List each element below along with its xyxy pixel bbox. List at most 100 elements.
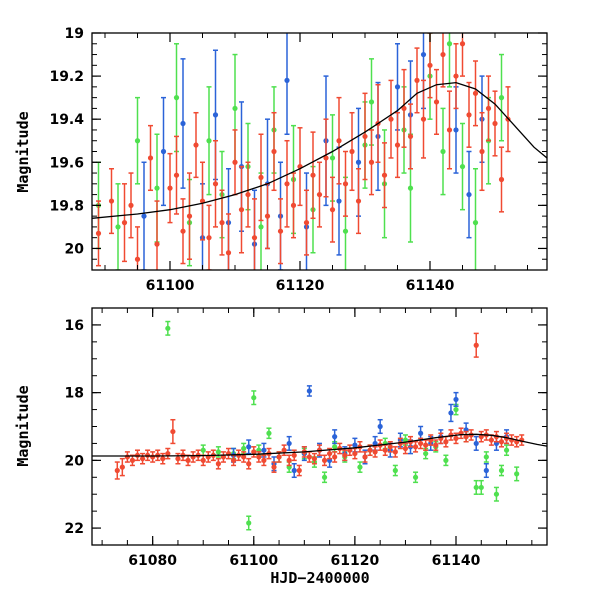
top-blue-point: [141, 213, 147, 219]
top-red-point: [128, 202, 134, 208]
bottom-red-point: [124, 454, 130, 460]
top-red-point: [180, 228, 186, 234]
bottom-green-point: [473, 484, 479, 491]
bottom-y-tick-label: 16: [65, 318, 84, 334]
bottom-green-point: [423, 450, 429, 457]
top-green-point: [446, 41, 453, 47]
bottom-blue-point: [473, 440, 479, 447]
top-red-point: [362, 133, 368, 140]
bottom-red-point: [286, 457, 292, 463]
bottom-red-point: [291, 452, 297, 458]
bottom-red-point: [155, 452, 161, 458]
bottom-x-axis-label: HJD−2400000: [270, 569, 369, 587]
top-y-tick-label: 20: [65, 241, 85, 257]
top-red-point: [492, 120, 498, 127]
top-red-point: [290, 202, 297, 208]
top-red-point: [472, 90, 479, 96]
bottom-red-point: [443, 439, 449, 445]
top-blue-point: [284, 77, 290, 83]
top-y-axis-label: Magnitude: [14, 111, 32, 192]
bottom-red-point: [281, 447, 287, 453]
top-green-point: [206, 138, 212, 144]
bottom-red-point: [119, 464, 125, 470]
top-red-point: [381, 172, 388, 178]
top-red-point: [264, 213, 271, 219]
top-red-point: [427, 62, 433, 68]
top-blue-point: [466, 191, 472, 198]
top-green-point: [173, 95, 180, 101]
top-y-tick-label: 19.4: [49, 112, 84, 128]
top-red-point: [466, 112, 472, 118]
bottom-green-point: [251, 395, 257, 401]
top-red-point: [108, 198, 115, 204]
top-red-point: [154, 241, 160, 247]
bottom-y-axis-label: Magnitude: [14, 385, 32, 466]
top-y-tick-label: 19.2: [49, 69, 84, 85]
bottom-green-point: [392, 467, 398, 474]
top-green-point: [232, 105, 238, 112]
top-green-point: [115, 224, 121, 230]
top-plot-frame: [91, 32, 548, 271]
bottom-red-point: [342, 452, 348, 458]
bottom-red-point: [251, 449, 257, 455]
top-red-point: [349, 148, 355, 155]
bottom-green-point: [165, 325, 171, 331]
top-green-point: [134, 138, 141, 144]
top-red-point: [186, 213, 193, 219]
bottom-red-point: [412, 444, 419, 450]
top-x-tick-label: 61100: [146, 278, 195, 294]
bottom-red-point: [352, 450, 358, 457]
top-red-point: [95, 230, 102, 236]
bottom-red-point: [296, 467, 302, 474]
bottom-red-point: [463, 434, 469, 440]
top-red-point: [232, 159, 238, 165]
top-red-point: [323, 155, 329, 161]
bottom-y-tick-label: 18: [65, 386, 84, 402]
bottom-red-point: [402, 445, 409, 452]
bottom-red-point: [327, 450, 333, 457]
bottom-red-point: [306, 454, 312, 460]
top-red-point: [342, 181, 349, 187]
bottom-blue-point: [448, 410, 454, 416]
bottom-red-point: [433, 442, 439, 448]
bottom-blue-point: [306, 388, 312, 394]
top-green-point: [498, 95, 505, 101]
top-red-point: [368, 159, 375, 165]
bottom-red-point: [160, 456, 166, 462]
bottom-red-point: [448, 432, 454, 438]
bottom-green-point: [443, 457, 449, 463]
bottom-green-point: [215, 449, 221, 455]
top-blue-point: [355, 159, 362, 165]
top-plot-area: [92, 33, 547, 270]
bottom-red-point: [185, 457, 191, 463]
bottom-red-point: [246, 461, 252, 467]
bottom-red-point: [362, 454, 368, 460]
bottom-red-point: [392, 449, 398, 455]
bottom-red-point: [134, 452, 141, 458]
top-red-point: [446, 127, 453, 133]
bottom-green-point: [266, 430, 272, 436]
top-green-point: [258, 224, 264, 230]
bottom-red-point: [453, 435, 459, 441]
bottom-axis-ticks: 61080 61100 61120 61140 16 18 20 22: [65, 307, 547, 569]
bottom-red-point: [230, 457, 237, 463]
top-green-point: [472, 220, 479, 226]
bottom-red-point: [332, 454, 338, 460]
bottom-red-point: [170, 428, 176, 435]
top-red-point: [173, 172, 180, 178]
top-red-point: [401, 105, 407, 112]
bottom-blue-point: [286, 440, 292, 447]
bottom-red-point: [423, 442, 429, 448]
bottom-red-point: [387, 444, 393, 450]
bottom-red-point: [165, 450, 171, 457]
top-red-point: [433, 99, 440, 105]
top-red-point: [498, 176, 505, 183]
top-y-tick-label: 19.6: [49, 155, 84, 171]
top-red-point: [440, 51, 446, 58]
top-red-point: [193, 142, 199, 148]
top-red-point: [134, 256, 141, 262]
top-red-point: [310, 172, 316, 178]
top-blue-point: [212, 112, 219, 118]
bottom-red-point: [488, 437, 494, 443]
